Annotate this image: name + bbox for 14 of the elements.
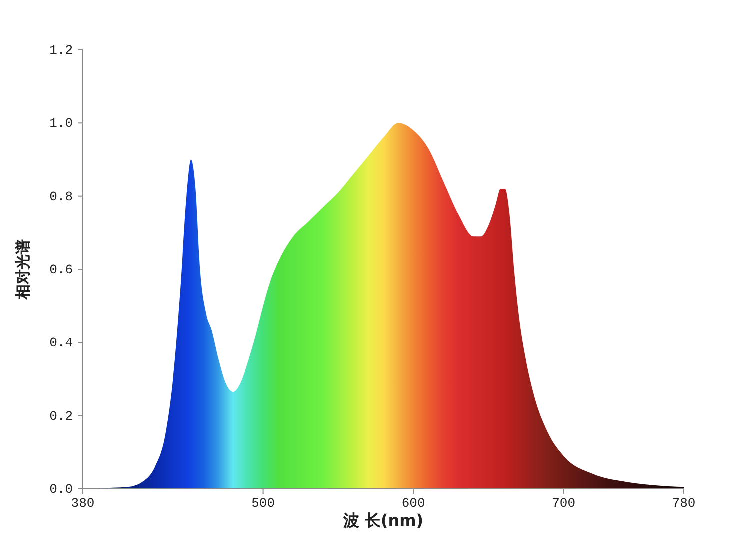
- x-tick-label: 700: [552, 496, 576, 511]
- y-tick-label: 0.8: [50, 189, 73, 204]
- y-tick-label: 0.4: [50, 336, 74, 351]
- x-tick-label: 600: [402, 496, 426, 511]
- x-tick-label: 780: [672, 496, 696, 511]
- x-tick-label: 500: [252, 496, 276, 511]
- x-tick-label: 380: [71, 496, 95, 511]
- y-tick-label: 0.6: [50, 262, 73, 278]
- y-tick-label: 0.2: [50, 408, 73, 424]
- x-axis-title: 波 长(nm): [342, 511, 424, 530]
- y-tick-label: 0.0: [50, 482, 73, 497]
- y-tick-label: 1.2: [50, 43, 73, 58]
- y-axis-title: 相对光谱: [14, 240, 32, 300]
- y-tick-label: 1.0: [50, 116, 73, 132]
